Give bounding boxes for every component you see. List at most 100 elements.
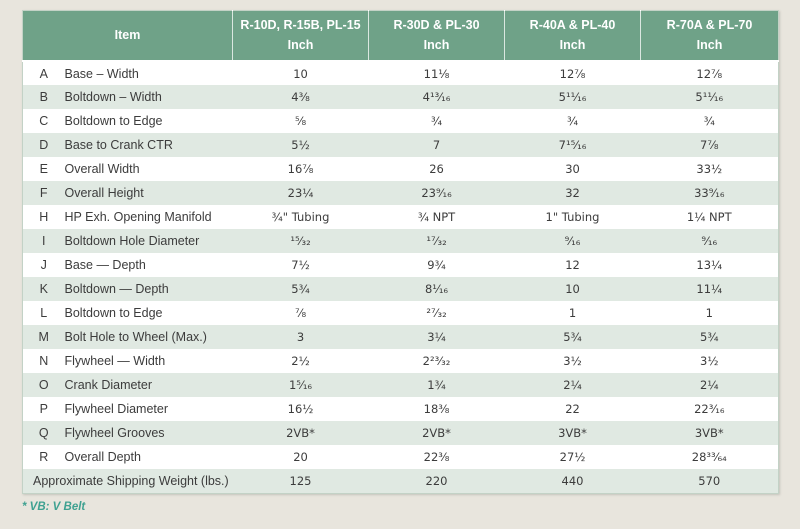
- row-value: 3½: [700, 354, 719, 368]
- table-row: M Bolt Hole to Wheel (Max.) 3 3¼ 5¾ 5¾: [22, 325, 779, 349]
- column-header-models: R-10D, R-15B, PL-15 Inch: [232, 10, 369, 62]
- row-letter: K: [39, 282, 48, 296]
- row-value: 5¾: [291, 282, 310, 296]
- row-item-label: Boltdown — Depth: [64, 282, 169, 296]
- table-row: P Flywheel Diameter 16½ 18⅜ 22 22³⁄₁₆: [22, 397, 779, 421]
- row-item-label: Flywheel Diameter: [64, 402, 169, 416]
- row-value: 2VB*: [422, 426, 451, 440]
- row-value: 22³⁄₁₆: [694, 402, 725, 416]
- row-value: 23¼: [287, 186, 314, 200]
- row-value: ¾: [430, 114, 443, 128]
- row-value: ¹⁵⁄₃₂: [290, 234, 311, 248]
- row-letter: N: [39, 354, 49, 368]
- row-value: 3½: [563, 354, 582, 368]
- row-letter: M: [38, 330, 49, 344]
- column-header-item: Item: [22, 10, 233, 62]
- footnote-vb: * VB: V Belt: [22, 500, 86, 513]
- row-value: 7: [432, 138, 441, 152]
- row-value: 10: [293, 66, 308, 81]
- table-row: H HP Exh. Opening Manifold ¾" Tubing ¾ NPT 1…: [22, 205, 779, 229]
- row-value: 20: [293, 450, 308, 464]
- row-value: ⅝: [294, 114, 307, 128]
- column-header-models: R-40A & PL-40 Inch: [504, 10, 641, 62]
- row-value: 5¾: [563, 330, 582, 344]
- column-header-models: R-70A & PL-70 Inch: [640, 10, 779, 62]
- shipping-weight-value: 220: [425, 473, 448, 488]
- row-letter: E: [39, 162, 48, 176]
- table-body: A Base – Width 10 11⅛ 12⅞ 12⅞ B Boltdown – Widt…: [22, 61, 779, 493]
- table-row: A Base – Width 10 11⅛ 12⅞ 12⅞: [22, 61, 779, 85]
- row-letter: F: [39, 186, 48, 200]
- row-value: 1¾: [427, 378, 446, 392]
- row-value: 1¼ NPT: [686, 210, 732, 224]
- row-item-label: Boltdown to Edge: [64, 306, 163, 320]
- row-value: ¾: [703, 114, 715, 128]
- row-value: 5¹¹⁄₁₆: [695, 90, 724, 104]
- row-value: 13¼: [696, 258, 723, 272]
- row-item-label: Boltdown – Width: [64, 90, 162, 104]
- row-letter: L: [40, 306, 48, 320]
- row-value: 2½: [291, 354, 310, 368]
- shipping-weight-value: 125: [289, 473, 312, 488]
- row-value: 7⅞: [700, 138, 719, 152]
- row-value: 27½: [559, 450, 586, 464]
- row-value: ¾: [566, 114, 579, 128]
- row-value: 9¾: [427, 258, 446, 272]
- row-value: 26: [429, 162, 444, 176]
- shipping-weight-value: 570: [698, 473, 721, 488]
- row-value: 11⅛: [423, 66, 450, 81]
- row-value: 32: [565, 186, 580, 200]
- row-letter: D: [39, 138, 49, 152]
- row-item-label: Bolt Hole to Wheel (Max.): [64, 330, 207, 344]
- row-value: 23⁹⁄₁₆: [421, 186, 452, 200]
- table-row: B Boltdown – Width 4⅜ 4¹³⁄₁₆ 5¹¹⁄₁₆ 5¹¹⁄₁₆: [22, 85, 779, 109]
- table-row: L Boltdown to Edge ⅞ ²⁷⁄₃₂ 1 1: [22, 301, 779, 325]
- table-row: I Boltdown Hole Diameter ¹⁵⁄₃₂ ¹⁷⁄₃₂ ⁹⁄₁₆ ⁹⁄₁…: [22, 229, 779, 253]
- row-value: 2VB*: [286, 426, 315, 440]
- row-value: 2²³⁄₃₂: [422, 354, 451, 368]
- row-value: 5¹¹⁄₁₆: [558, 90, 587, 104]
- row-value: 1: [568, 306, 577, 320]
- row-letter: B: [39, 90, 48, 104]
- dimensions-table: Item R-10D, R-15B, PL-15 Inch R-30D & PL-30…: [22, 10, 780, 494]
- row-value: 16½: [287, 402, 314, 416]
- row-value: 33½: [696, 162, 723, 176]
- row-item-label: Overall Depth: [64, 450, 141, 464]
- column-unit-label: Inch: [559, 37, 586, 52]
- row-value: 12⅞: [696, 66, 723, 81]
- row-item-label: Overall Height: [64, 186, 144, 200]
- row-item-label: Flywheel — Width: [64, 354, 166, 368]
- column-header-models: R-30D & PL-30 Inch: [368, 10, 505, 62]
- row-value: 4⅜: [291, 90, 310, 104]
- row-value: 2¼: [563, 378, 582, 392]
- table-row: O Crank Diameter 1⁵⁄₁₆ 1¾ 2¼ 2¼: [22, 373, 779, 397]
- row-value: 1" Tubing: [545, 210, 600, 224]
- row-value: 10: [565, 282, 580, 296]
- row-value: 22: [565, 402, 580, 416]
- row-value: 5¾: [700, 330, 719, 344]
- row-value: 8¹⁄₁₆: [424, 282, 449, 296]
- table-row: K Boltdown — Depth 5¾ 8¹⁄₁₆ 10 11¼: [22, 277, 779, 301]
- row-item-label: Overall Width: [64, 162, 140, 176]
- row-letter: C: [39, 114, 49, 128]
- column-models-label: R-70A & PL-70: [666, 18, 753, 33]
- row-value: 5½: [291, 138, 310, 152]
- table-row: R Overall Depth 20 22⅜ 27½ 28³³⁄₆₄: [22, 445, 779, 469]
- row-letter: O: [38, 378, 49, 392]
- row-value: 11¼: [696, 282, 723, 296]
- row-value: 28³³⁄₆₄: [691, 450, 727, 464]
- row-value: 3: [296, 330, 305, 344]
- row-value: ⁹⁄₁₆: [564, 234, 581, 248]
- row-letter: R: [39, 450, 49, 464]
- row-value: 4¹³⁄₁₆: [422, 90, 451, 104]
- row-value: 1⁵⁄₁₆: [288, 378, 313, 392]
- table-row: F Overall Height 23¼ 23⁹⁄₁₆ 32 33⁹⁄₁₆: [22, 181, 779, 205]
- column-models-label: R-10D, R-15B, PL-15: [240, 18, 361, 33]
- row-item-label: Crank Diameter: [64, 378, 153, 392]
- row-value: 12⅞: [559, 66, 586, 81]
- row-value: 18⅜: [423, 402, 450, 416]
- row-letter: Q: [38, 426, 49, 440]
- table-row: Q Flywheel Grooves 2VB* 2VB* 3VB* 3VB*: [22, 421, 779, 445]
- row-letter: H: [39, 210, 49, 224]
- row-item-label: Flywheel Grooves: [64, 426, 165, 440]
